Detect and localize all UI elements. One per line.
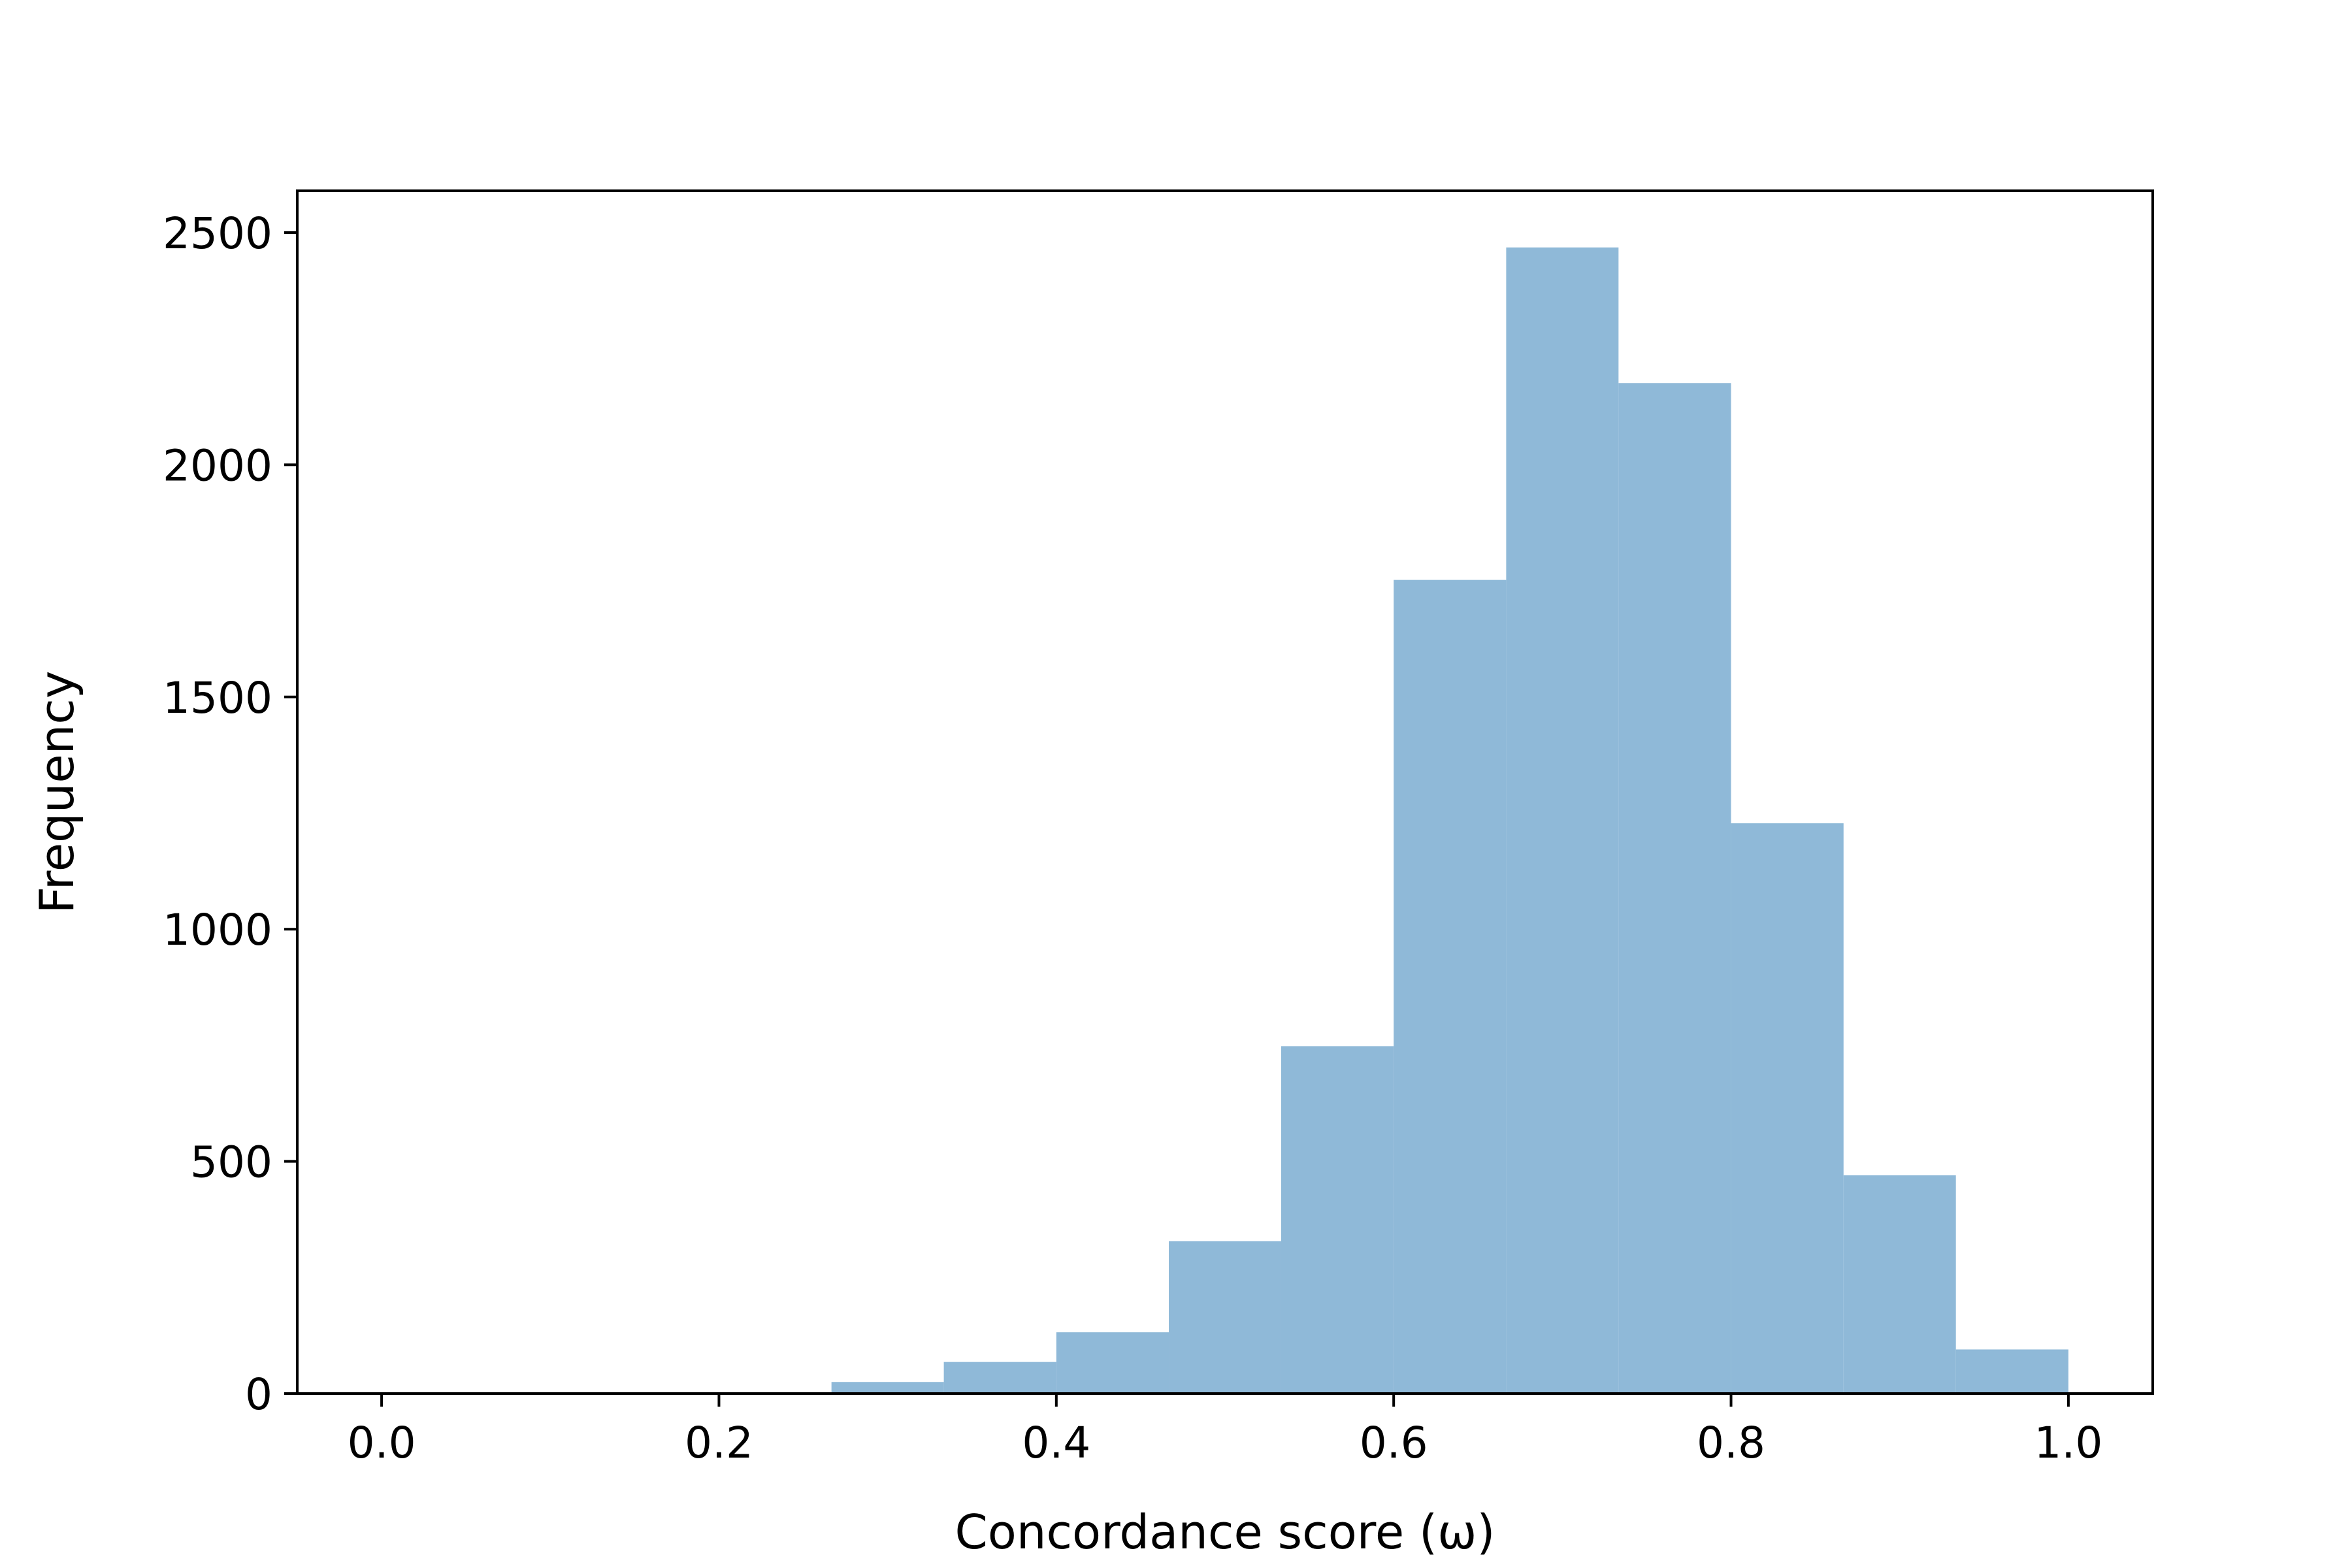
histogram-bar-14: [1955, 1349, 2068, 1394]
y-tick-label: 0: [245, 1369, 272, 1420]
histogram-bar-8: [1281, 1046, 1394, 1394]
x-tick-label: 1.0: [2034, 1418, 2102, 1468]
plot-frame: [296, 189, 2154, 1395]
x-tick-label: 0.8: [1697, 1418, 1765, 1468]
y-axis-label: Frequency: [29, 671, 84, 914]
y-tick-label: 1500: [163, 673, 272, 723]
y-axis-ticks: 0 500 1000 1500 2000 2500: [163, 208, 297, 1420]
x-tick-label: 0.4: [1022, 1418, 1090, 1468]
histogram-bar-4: [831, 1382, 944, 1394]
bars-layer: [831, 247, 2068, 1394]
y-tick-label: 2000: [163, 440, 272, 491]
y-tick-label: 500: [190, 1137, 272, 1188]
histogram-bar-5: [943, 1362, 1056, 1394]
histogram-bar-7: [1169, 1241, 1281, 1394]
histogram-bar-9: [1394, 580, 1507, 1394]
histogram-bar-11: [1618, 383, 1731, 1394]
x-axis-ticks: 0.0 0.2 0.4 0.6 0.8 1.0: [348, 1394, 2102, 1468]
histogram-bar-6: [1056, 1332, 1169, 1394]
x-axis-label: Concordance score (ω): [955, 1505, 1495, 1560]
histogram-bar-10: [1506, 247, 1619, 1394]
y-tick-label: 2500: [163, 208, 272, 259]
x-tick-label: 0.0: [348, 1418, 416, 1468]
histogram-bar-12: [1731, 823, 1844, 1394]
x-tick-label: 0.6: [1360, 1418, 1428, 1468]
histogram-bar-13: [1843, 1175, 1956, 1394]
x-tick-label: 0.2: [685, 1418, 753, 1468]
y-tick-label: 1000: [163, 905, 272, 955]
